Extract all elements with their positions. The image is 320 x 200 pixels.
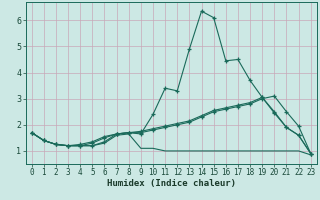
- X-axis label: Humidex (Indice chaleur): Humidex (Indice chaleur): [107, 179, 236, 188]
